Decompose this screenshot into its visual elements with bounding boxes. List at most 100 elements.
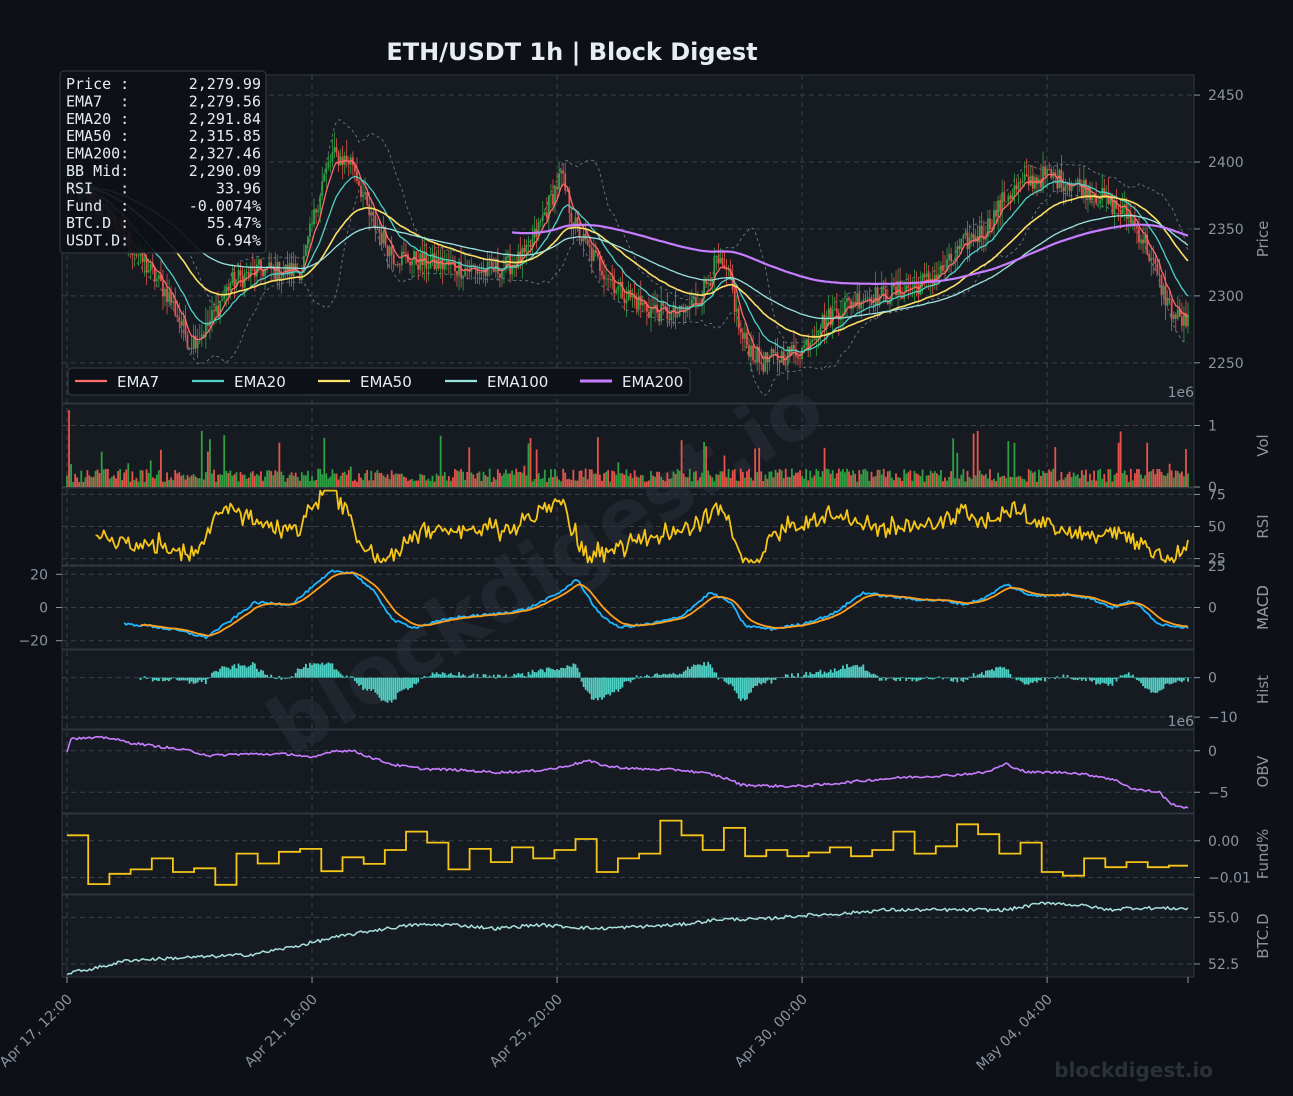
volume-bar — [1072, 472, 1075, 487]
hist-bar — [484, 674, 487, 678]
candle-body — [817, 333, 820, 336]
candle-body — [560, 170, 563, 174]
hist-bar — [752, 677, 754, 688]
candle-body — [1078, 179, 1081, 186]
legend-label-ema50: EMA50 — [360, 373, 412, 391]
volume-bar — [625, 469, 628, 487]
candle-body — [394, 264, 397, 265]
candle-body — [605, 278, 607, 280]
hist-bar — [1136, 677, 1138, 681]
candle-body — [1168, 298, 1171, 301]
volume-bar — [772, 477, 775, 487]
candle-body — [592, 250, 595, 261]
volume-bar — [1099, 468, 1102, 487]
hist-bar — [535, 672, 538, 678]
volume-bar — [741, 472, 744, 487]
volume-bar — [805, 468, 808, 487]
candle-body — [488, 261, 491, 263]
hist-bar — [407, 677, 409, 690]
candle-body — [145, 258, 148, 273]
volume-bar — [260, 471, 262, 487]
candle-body — [993, 210, 995, 230]
hist-bar — [180, 677, 183, 681]
candle-body — [329, 160, 332, 163]
volume-bar — [680, 440, 683, 487]
candle-body — [784, 364, 787, 366]
volume-bar — [872, 476, 875, 487]
hist-bar — [425, 676, 428, 678]
volume-bar — [611, 470, 614, 487]
candle-body — [762, 364, 765, 372]
candle-body — [911, 287, 914, 289]
candle-body — [980, 225, 983, 237]
hist-bar — [176, 677, 179, 681]
hist-bar — [886, 677, 889, 679]
panel-rsi — [61, 487, 1195, 566]
y-tick-label: 25 — [1208, 552, 1226, 568]
candle-body — [270, 262, 273, 269]
hist-bar — [1129, 675, 1132, 678]
hist-bar — [931, 677, 934, 680]
volume-bar — [376, 470, 379, 487]
volume-bar — [623, 474, 626, 487]
volume-bar — [827, 469, 830, 487]
volume-bar — [584, 468, 587, 487]
hist-bar — [782, 677, 785, 679]
hist-bar — [758, 677, 761, 684]
hist-bar — [864, 670, 867, 678]
hist-bar — [554, 670, 556, 678]
volume-bar — [786, 476, 789, 487]
candle-body — [1025, 174, 1028, 177]
volume-bar — [294, 472, 297, 487]
hist-bar — [748, 677, 750, 694]
candle-body — [1089, 186, 1091, 201]
volume-bar — [739, 468, 742, 487]
hist-bar — [480, 677, 483, 678]
volume-bar — [1091, 480, 1093, 487]
candle-body — [564, 173, 567, 191]
hist-bar — [993, 670, 995, 678]
volume-bar — [192, 474, 195, 487]
volume-bar — [1080, 470, 1083, 487]
hist-bar — [641, 677, 644, 678]
candle-body — [260, 259, 262, 270]
volume-bar — [151, 477, 154, 487]
hist-bar — [488, 675, 491, 678]
hist-bar — [678, 673, 681, 678]
candle-body — [658, 312, 661, 322]
hist-bar — [882, 677, 885, 678]
hist-bar — [160, 677, 162, 679]
hist-bar — [141, 677, 144, 679]
volume-bar — [821, 471, 824, 487]
candle-body — [188, 348, 191, 349]
candle-body — [284, 264, 287, 273]
candle-body — [1156, 263, 1159, 274]
volume-bar — [944, 477, 946, 487]
candle-body — [160, 275, 162, 281]
hist-bar — [1097, 677, 1100, 684]
hist-bar — [431, 672, 434, 678]
hist-bar — [703, 662, 705, 678]
volume-bar — [478, 471, 481, 487]
candle-body — [390, 246, 393, 255]
volume-bar — [1142, 478, 1144, 487]
hist-bar — [978, 673, 981, 678]
series-layer — [66, 119, 1189, 976]
hist-bar — [255, 668, 258, 678]
hist-bar — [1076, 677, 1079, 681]
candle-body — [219, 300, 222, 317]
candle-body — [176, 315, 179, 318]
volume-bar — [211, 473, 213, 487]
candle-body — [433, 253, 436, 270]
hist-bar — [991, 669, 993, 678]
volume-bar — [398, 474, 401, 487]
candle-body — [995, 210, 997, 217]
volume-bar — [570, 480, 573, 487]
hist-bar — [266, 674, 269, 678]
info-value: 2,290.09 — [189, 162, 261, 180]
candle-body — [550, 194, 552, 196]
candle-body — [541, 215, 544, 221]
candle-body — [382, 230, 385, 244]
volume-bar — [758, 447, 761, 487]
hist-bar — [1019, 677, 1022, 682]
